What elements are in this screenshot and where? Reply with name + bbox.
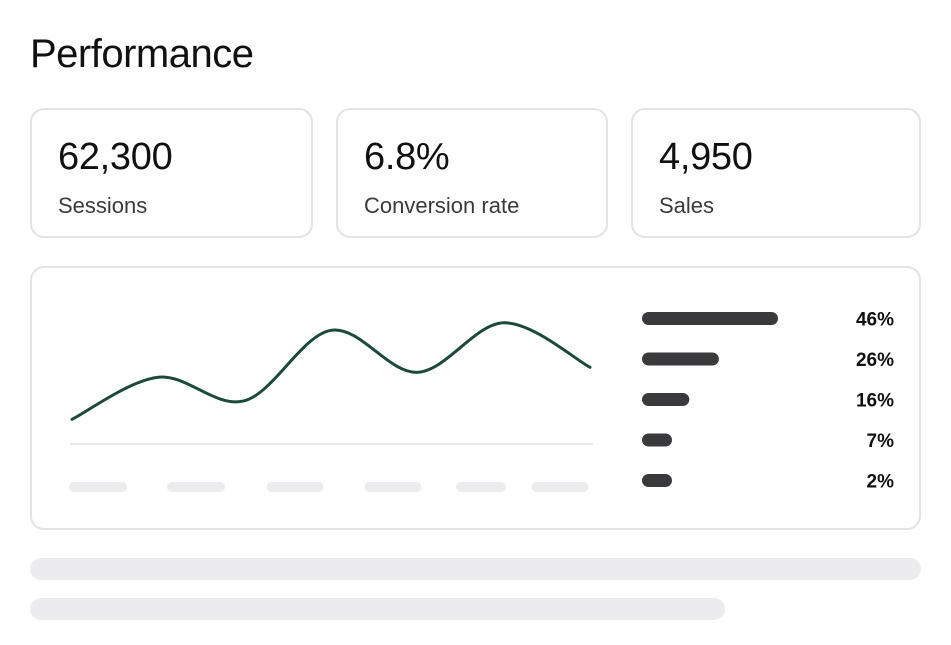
bar	[642, 393, 690, 406]
bar-value-label: 2%	[867, 472, 895, 493]
bar	[642, 474, 672, 487]
series-line	[70, 321, 592, 421]
kpi-value: 4,950	[659, 136, 753, 178]
kpi-label: Sessions	[58, 193, 148, 218]
skeleton-placeholder	[30, 558, 921, 580]
bar-value-label: 46%	[856, 310, 894, 331]
chart-card: 46% 26% 16% 7% 2%	[30, 266, 921, 530]
bar	[642, 433, 672, 447]
x-tick-placeholder	[456, 482, 506, 492]
kpi-value: 6.8%	[364, 136, 450, 178]
bar-value-label: 26%	[856, 350, 894, 371]
x-tick-placeholder	[69, 482, 127, 492]
kpi-card-sales[interactable]: 4,950 Sales	[631, 108, 921, 238]
kpi-label: Sales	[659, 193, 715, 218]
x-tick-placeholder	[167, 482, 225, 492]
bar	[642, 352, 719, 366]
chart-svg: 46% 26% 16% 7% 2%	[69, 310, 895, 493]
x-tick-placeholder	[531, 482, 589, 492]
x-tick-placeholder	[364, 482, 422, 492]
bar	[642, 312, 778, 325]
bar-value-label: 16%	[856, 391, 894, 412]
x-tick-placeholder	[266, 482, 324, 492]
kpi-label: Conversion rate	[364, 193, 520, 218]
page-title: Performance	[30, 32, 254, 76]
kpi-value: 62,300	[58, 136, 173, 178]
kpi-card-sessions[interactable]: 62,300 Sessions	[30, 108, 313, 238]
kpi-card-conversion-rate[interactable]: 6.8% Conversion rate	[336, 108, 608, 238]
bar-value-label: 7%	[867, 431, 895, 452]
skeleton-placeholder	[30, 598, 725, 620]
